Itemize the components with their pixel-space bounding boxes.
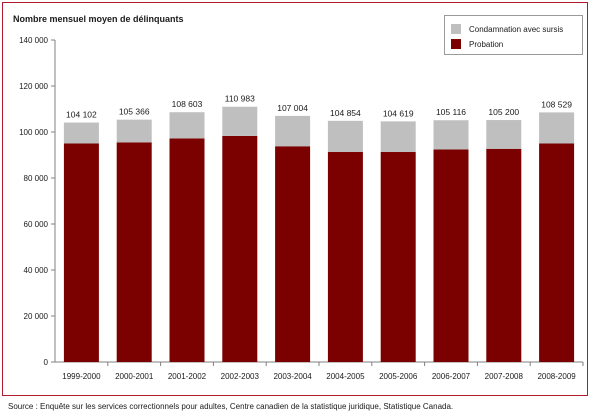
bar-probation xyxy=(63,143,99,362)
y-tick-label: 100 000 xyxy=(19,128,48,137)
legend-swatch-condamnation xyxy=(451,24,461,34)
y-tick-label: 0 xyxy=(44,358,49,367)
bar-condamnation xyxy=(486,120,522,149)
bar-condamnation xyxy=(275,115,311,147)
legend: Condamnation avec sursis Probation xyxy=(444,15,583,55)
bar-probation xyxy=(380,152,416,362)
x-tick-label: 2001-2002 xyxy=(168,372,207,381)
total-label: 104 102 xyxy=(66,110,97,120)
legend-label-probation: Probation xyxy=(469,39,504,49)
legend-label-condamnation: Condamnation avec sursis xyxy=(469,24,564,34)
x-tick-label: 2000-2001 xyxy=(115,372,154,381)
bar-probation xyxy=(116,142,152,362)
bar-probation xyxy=(169,138,205,362)
bar-condamnation xyxy=(169,112,205,139)
total-label: 108 529 xyxy=(541,99,572,109)
total-label: 105 366 xyxy=(119,107,150,117)
y-tick-label: 80 000 xyxy=(24,174,49,183)
legend-item-probation: Probation xyxy=(451,38,503,50)
y-tick-label: 140 000 xyxy=(19,36,48,45)
x-tick-label: 2007-2008 xyxy=(485,372,524,381)
chart-frame: 0 20 000 40 000 60 000 80 000 100 000 120 000 1… xyxy=(2,2,588,396)
total-label: 104 854 xyxy=(330,108,361,118)
total-label: 107 004 xyxy=(277,103,308,113)
total-label: 105 116 xyxy=(436,107,466,117)
total-label: 110 983 xyxy=(225,94,255,104)
x-tick-label: 2006-2007 xyxy=(432,372,471,381)
bar-condamnation xyxy=(63,122,99,144)
x-tick-label: 2008-2009 xyxy=(537,372,576,381)
total-label: 108 603 xyxy=(172,99,203,109)
total-label: 104 619 xyxy=(383,108,414,118)
bar-condamnation xyxy=(433,120,469,150)
chart-svg: 0 20 000 40 000 60 000 80 000 100 000 120 000 1… xyxy=(19,36,584,381)
y-tick-label: 40 000 xyxy=(24,266,49,275)
bar-probation xyxy=(486,148,522,362)
source-note: Source : Enquête sur les services correc… xyxy=(8,402,454,411)
x-tick-label: 2003-2004 xyxy=(273,372,312,381)
x-tick-label: 2004-2005 xyxy=(326,372,365,381)
bar-condamnation xyxy=(116,119,152,143)
bar-probation xyxy=(539,143,575,362)
y-axis-title: Nombre mensuel moyen de délinquants xyxy=(13,14,184,24)
y-tick-label: 20 000 xyxy=(24,312,49,321)
y-tick-label: 60 000 xyxy=(24,220,49,229)
legend-swatch-probation xyxy=(451,39,461,49)
bar-probation xyxy=(222,135,258,362)
bar-probation xyxy=(433,149,469,362)
x-tick-label: 1999-2000 xyxy=(62,372,101,381)
bar-condamnation xyxy=(327,120,363,153)
x-tick-label: 2005-2006 xyxy=(379,372,418,381)
y-tick-label: 120 000 xyxy=(19,82,48,91)
total-label: 105 200 xyxy=(488,107,519,117)
bar-condamnation xyxy=(222,106,258,136)
bar-probation xyxy=(275,146,311,362)
bar-condamnation xyxy=(380,121,416,153)
bar-probation xyxy=(327,152,363,362)
bar-condamnation xyxy=(539,112,575,144)
x-tick-label: 2002-2003 xyxy=(221,372,260,381)
legend-item-condamnation: Condamnation avec sursis xyxy=(451,23,563,35)
